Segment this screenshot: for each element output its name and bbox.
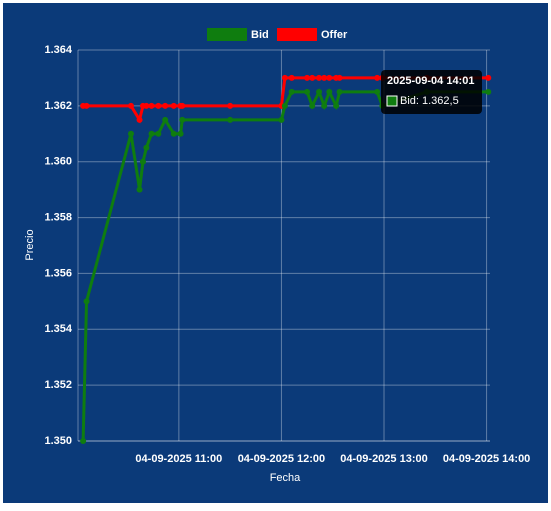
y-tick-label: 1.358 [44,211,72,223]
y-tick-label: 1.354 [44,323,72,335]
point [336,88,343,95]
point [281,102,288,109]
point [227,102,234,109]
point [83,298,90,305]
point [170,102,177,109]
point [80,438,87,444]
point [374,88,381,95]
point [278,116,285,123]
y-tick-label: 1.352 [44,379,72,391]
point [83,102,90,109]
y-tick-label: 1.350 [44,435,72,447]
point [143,102,150,109]
point [321,74,328,81]
point [155,130,162,137]
point [139,158,146,165]
tooltip-label: Bid: 1.362,5 [400,95,459,107]
x-tick-label: 04-09-2025 13:00 [340,453,427,465]
tooltip-box [381,70,482,114]
point [148,102,155,109]
legend-swatch [277,28,317,41]
point [309,102,316,109]
point [374,74,381,81]
point [127,102,134,109]
point [288,88,295,95]
point [177,130,184,137]
y-tick-label: 1.364 [44,44,72,56]
y-tick-label: 1.356 [44,267,72,279]
point [170,130,177,137]
point [333,102,340,109]
point [162,102,169,109]
point [179,116,186,123]
x-tick-label: 04-09-2025 12:00 [238,453,325,465]
point [288,74,295,81]
point [304,74,311,81]
point [485,74,492,81]
point [316,88,323,95]
legend-label: Offer [321,29,348,41]
point [309,74,316,81]
point [148,130,155,137]
point [336,74,343,81]
point [304,88,311,95]
point [155,102,162,109]
point [143,144,150,151]
x-axis-title: Fecha [270,472,301,484]
point [281,74,288,81]
point [316,74,323,81]
legend-swatch [207,28,247,41]
point [326,74,333,81]
x-tick-label: 04-09-2025 11:00 [135,453,222,465]
point [136,116,143,123]
point [179,102,186,109]
legend-label: Bid [251,29,269,41]
y-tick-label: 1.362 [44,100,72,112]
point [485,88,492,95]
tooltip-title: 2025-09-04 14:01 [387,75,474,87]
x-tick-label: 04-09-2025 14:00 [443,453,530,465]
point [227,116,234,123]
point [127,130,134,137]
y-axis-title: Precio [24,229,36,260]
point [136,186,143,193]
point [326,88,333,95]
y-tick-label: 1.360 [44,156,72,168]
point [321,102,328,109]
tooltip-swatch [386,95,398,107]
point [162,116,169,123]
